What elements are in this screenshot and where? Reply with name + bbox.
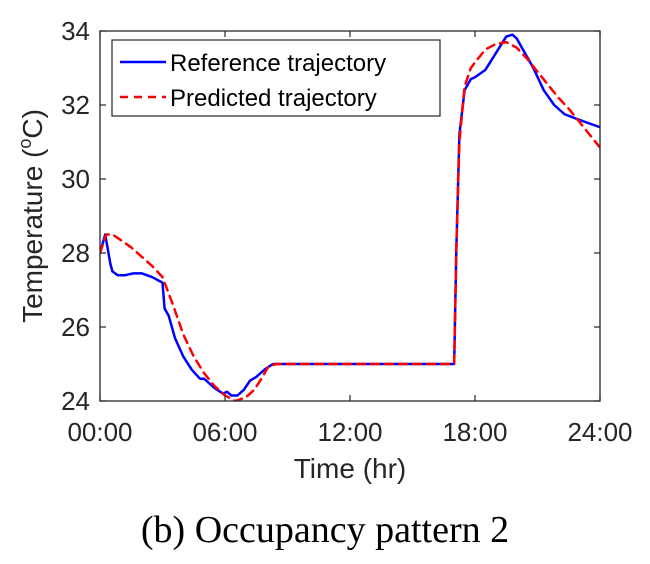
legend-reference-label: Reference trajectory <box>170 50 386 77</box>
x-tick-label: 24:00 <box>567 417 632 447</box>
y-tick-label: 28 <box>61 238 90 268</box>
legend: Reference trajectory Predicted trajector… <box>111 39 441 117</box>
line-chart: 00:00 06:00 12:00 18:00 24:00 24 26 28 30 32 34 Re… <box>15 16 633 484</box>
y-tick-label: 30 <box>61 164 90 194</box>
y-tick-label: 34 <box>61 16 90 46</box>
x-tick-label: 18:00 <box>442 417 507 447</box>
x-tick-label: 00:00 <box>67 417 132 447</box>
predicted-trajectory-line <box>100 40 600 401</box>
y-axis-label-main: Temperature ( <box>17 148 48 323</box>
figure-caption: (b) Occupancy pattern 2 <box>140 509 510 551</box>
y-axis-label: Temperature (oC) <box>15 109 48 323</box>
x-tick-label: 06:00 <box>192 417 257 447</box>
legend-predicted-label: Predicted trajectory <box>170 85 377 112</box>
y-tick-label: 24 <box>61 386 90 416</box>
x-tick-label: 12:00 <box>317 417 382 447</box>
y-axis-label-superscript: o <box>15 139 35 149</box>
y-tick-label: 26 <box>61 312 90 342</box>
x-axis-label: Time (hr) <box>294 453 407 484</box>
legend-box <box>111 39 441 117</box>
reference-trajectory-line <box>100 33 600 397</box>
y-axis-label-unit: C) <box>17 109 48 139</box>
y-tick-label: 32 <box>61 90 90 120</box>
